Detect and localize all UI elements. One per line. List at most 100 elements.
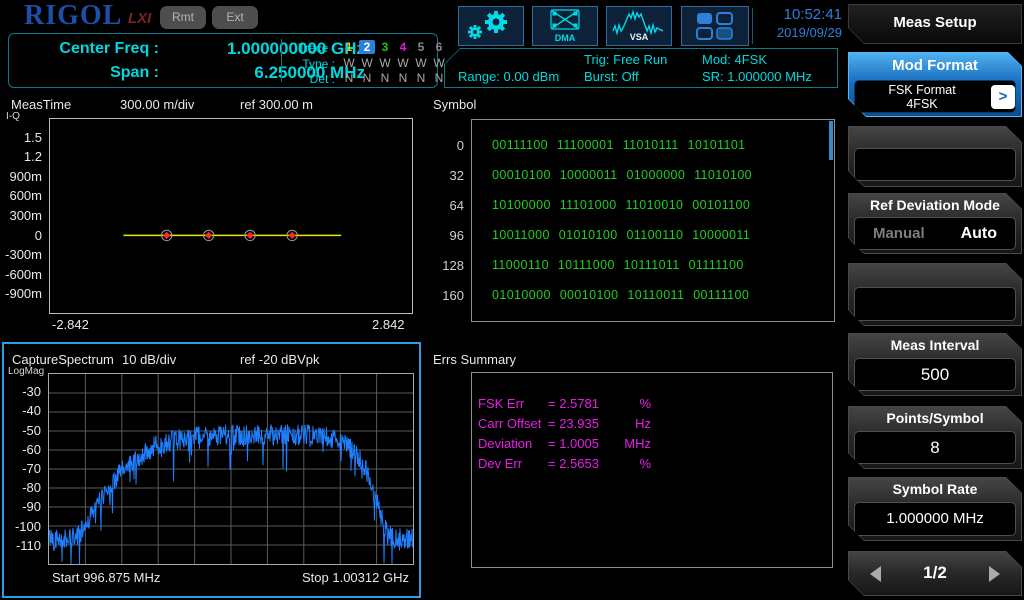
gear-icon	[459, 7, 523, 45]
meastime-ref: ref 300.00 m	[240, 97, 313, 112]
err-unit: %	[601, 456, 651, 471]
symbol-row-index: 64	[422, 198, 464, 213]
trace-2-selected[interactable]: 2	[359, 40, 375, 54]
softkey-blank-2[interactable]	[848, 263, 1022, 326]
menu-title-button: Meas Setup	[848, 4, 1022, 44]
dma-icon: DMA	[533, 7, 597, 45]
spectrum-scale: 10 dB/div	[122, 352, 176, 367]
symbol-scrollbar[interactable]	[829, 121, 833, 160]
page-navigation: 1/2	[848, 551, 1022, 596]
spectrum-stop-freq: Stop 1.00312 GHz	[302, 570, 409, 585]
trace-4[interactable]: 4	[395, 40, 411, 54]
meastime-x-min: -2.842	[52, 317, 89, 332]
err-row-dev-err: Dev Err = 2.5653 %	[471, 456, 833, 472]
menu-title: Meas Setup	[848, 4, 1022, 42]
err-unit: %	[601, 396, 651, 411]
option-manual[interactable]: Manual	[873, 225, 925, 242]
err-name: FSK Err	[478, 396, 524, 411]
meastime-y-tick: 1.2	[0, 149, 42, 164]
meas-interval-button[interactable]: Meas Interval 500	[848, 333, 1022, 396]
vsa-icon: VSA	[607, 7, 671, 45]
mod-format-button[interactable]: Mod Format FSK Format 4FSK >	[848, 52, 1022, 117]
windows-grid-icon	[682, 7, 748, 45]
trace-det-1: N	[341, 71, 357, 85]
err-value: = 2.5781	[548, 396, 599, 411]
trigger-status: Trig: Free Run	[584, 52, 667, 67]
settings-button[interactable]	[458, 6, 524, 46]
trace-5[interactable]: 5	[413, 40, 429, 54]
err-unit: Hz	[601, 416, 651, 431]
option-auto-selected[interactable]: Auto	[961, 225, 997, 243]
submenu-arrow-icon[interactable]: >	[991, 85, 1015, 109]
vsa-icon-label: VSA	[630, 32, 649, 42]
meastime-y-tick: 900m	[0, 169, 42, 184]
err-value: = 1.0005	[548, 436, 599, 451]
meas-interval-value: 500	[855, 359, 1015, 390]
points-per-symbol-value: 8	[855, 432, 1015, 463]
spectrum-ref: ref -20 dBVpk	[240, 352, 320, 367]
meastime-plot-window[interactable]	[49, 118, 413, 314]
err-name: Carr Offset	[478, 416, 541, 431]
vsa-mode-button[interactable]: VSA	[606, 6, 672, 46]
trace-det-5: N	[413, 71, 429, 85]
meastime-y-tick: 0	[0, 228, 42, 243]
symbol-row-bits: 10100000 11101000 11010010 00101100	[492, 198, 750, 212]
trace-type-1: W	[341, 56, 357, 70]
next-page-icon[interactable]	[989, 566, 1000, 582]
span-label: Span :	[17, 64, 159, 82]
trace-3[interactable]: 3	[377, 40, 393, 54]
mod-format-value: FSK Format 4FSK	[855, 83, 989, 111]
trace-type-2: W	[359, 56, 375, 70]
err-name: Deviation	[478, 436, 532, 451]
meastime-title: MeasTime	[11, 97, 71, 112]
trace-1[interactable]: 1	[341, 40, 357, 54]
trace-6[interactable]: 6	[431, 40, 447, 54]
spectrum-y-tick: -60	[0, 442, 41, 457]
trace-type-5: W	[413, 56, 429, 70]
meas-interval-label: Meas Interval	[848, 337, 1022, 353]
trace-det-label: Det :	[285, 72, 335, 86]
meastime-y-tick: 300m	[0, 208, 42, 223]
trace-det-2: N	[359, 71, 375, 85]
spectrum-y-tick: -70	[0, 461, 41, 476]
meastime-plot	[50, 119, 412, 313]
burst-status: Burst: Off	[584, 69, 639, 84]
trace-type-3: W	[377, 56, 393, 70]
spectrum-title: CaptureSpectrum	[12, 352, 114, 367]
err-name: Dev Err	[478, 456, 522, 471]
spectrum-start-freq: Start 996.875 MHz	[52, 570, 160, 585]
rigol-logo: RIGOL	[24, 0, 122, 32]
err-value: = 23.935	[548, 416, 599, 431]
meastime-y-tick: -600m	[0, 267, 42, 282]
spectrum-y-tick: -50	[0, 423, 41, 438]
spectrum-y-tick: -110	[0, 538, 41, 553]
err-row-fsk: FSK Err = 2.5781 %	[471, 396, 833, 412]
ref-deviation-mode-button[interactable]: Ref Deviation Mode Manual Auto	[848, 193, 1022, 254]
points-per-symbol-label: Points/Symbol	[848, 410, 1022, 426]
symbol-row-bits: 00111100 11100001 11010111 10101101	[492, 138, 746, 152]
symbol-rate-button[interactable]: Symbol Rate 1.000000 MHz	[848, 477, 1022, 541]
spectrum-y-tick: -30	[0, 384, 41, 399]
mod-format-value-box[interactable]: FSK Format 4FSK >	[854, 80, 1016, 113]
spectrum-y-tick: -40	[0, 403, 41, 418]
trace-det-3: N	[377, 71, 393, 85]
symbol-row-bits: 00010100 10000011 01000000 11010100	[492, 168, 752, 182]
clock-time: 10:52:41	[756, 6, 842, 23]
spectrum-y-tick: -80	[0, 480, 41, 495]
window-layout-button[interactable]	[681, 6, 749, 46]
softkey-blank-1[interactable]	[848, 126, 1022, 187]
trace-type-4: W	[395, 56, 411, 70]
symbol-row-bits: 11000110 10111000 10111011 01111100	[492, 258, 744, 272]
points-per-symbol-button[interactable]: Points/Symbol 8	[848, 406, 1022, 469]
dma-mode-button[interactable]: DMA	[532, 6, 598, 46]
frequency-status-panel[interactable]: Center Freq : 1.000000000 GHz Span : 6.2…	[8, 33, 438, 88]
err-row-carr-offset: Carr Offset = 23.935 Hz	[471, 416, 833, 432]
trace-det-4: N	[395, 71, 411, 85]
spectrum-plot-window[interactable]	[48, 373, 414, 565]
err-unit: MHz	[601, 436, 651, 451]
symbol-row-bits: 01010000 00010100 10110011 00111100	[492, 288, 749, 302]
spectrum-y-axis: -30-40-50-60-70-80-90-100-110	[0, 373, 45, 565]
divider	[752, 8, 753, 44]
acquisition-status-panel: Range: 0.00 dBm Trig: Free Run Burst: Of…	[444, 48, 838, 88]
trace-row-label: Trace :	[285, 41, 335, 55]
